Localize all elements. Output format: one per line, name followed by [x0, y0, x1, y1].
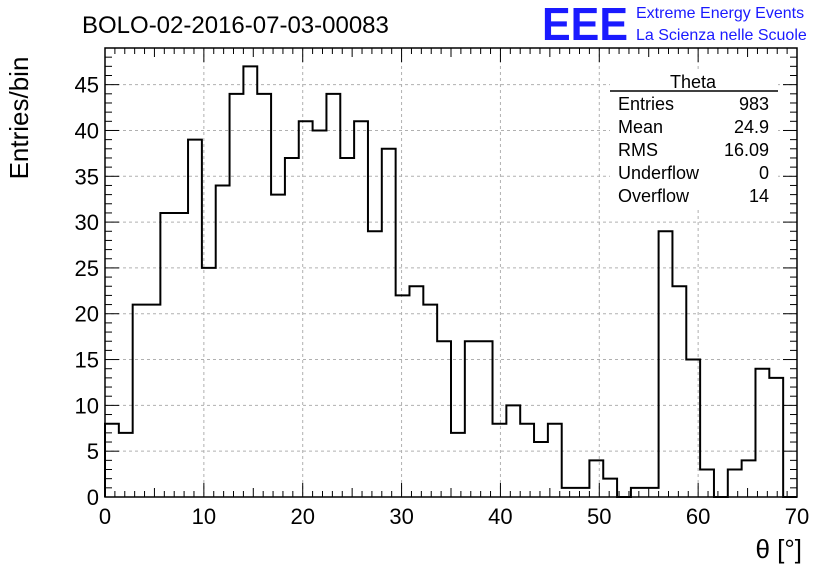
- stats-value-mean: 24.9: [734, 117, 769, 137]
- y-tick-label: 15: [75, 348, 99, 373]
- histogram-bin: [133, 305, 147, 497]
- histogram-bin: [160, 213, 174, 497]
- y-axis-ticks: 0 5 10 15 20 25 30 35 40 45: [75, 47, 797, 510]
- x-axis-label: θ [°]: [755, 534, 802, 564]
- histogram-bin: [686, 360, 700, 497]
- histogram-bin: [451, 433, 465, 497]
- stats-box: Theta Entries 983 Mean 24.9 RMS 16.09 Un…: [610, 72, 778, 210]
- histogram: [104, 65, 797, 498]
- y-tick-label: 5: [87, 439, 99, 464]
- stats-label-entries: Entries: [618, 94, 674, 114]
- histogram-bin: [465, 341, 479, 497]
- histogram-bin: [672, 286, 686, 497]
- histogram-bin: [576, 488, 590, 497]
- stats-label-overflow: Overflow: [618, 186, 690, 206]
- eee-logo: EEE: [542, 0, 628, 50]
- histogram-bin: [479, 341, 493, 497]
- histogram-bin: [755, 369, 769, 497]
- x-axis-ticks: 0 10 20 30 40 50 60 70: [99, 48, 809, 529]
- histogram-bin: [354, 121, 368, 497]
- histogram-bin: [313, 130, 327, 497]
- histogram-bin: [382, 149, 396, 497]
- histogram-bin: [299, 121, 313, 497]
- y-tick-label: 45: [75, 73, 99, 98]
- plot-title: BOLO-02-2016-07-03-00083: [82, 12, 389, 39]
- histogram-bin: [230, 94, 244, 497]
- histogram-bin: [700, 470, 714, 497]
- histogram-bin: [174, 213, 188, 497]
- x-tick-label: 0: [99, 504, 111, 529]
- histogram-bin: [603, 479, 617, 497]
- histogram-bin: [326, 94, 340, 497]
- histogram-bin: [188, 140, 202, 497]
- stats-title: Theta: [670, 72, 717, 92]
- histogram-bin: [202, 268, 216, 497]
- y-tick-label: 20: [75, 302, 99, 327]
- histogram-bin: [645, 488, 659, 497]
- logo-line-2: La Scienza nelle Scuole: [636, 27, 807, 44]
- histogram-bin: [423, 305, 437, 497]
- x-tick-label: 50: [587, 504, 611, 529]
- histogram-bin: [769, 378, 783, 497]
- x-tick-label: 20: [290, 504, 314, 529]
- y-tick-label: 10: [75, 393, 99, 418]
- histogram-bin: [742, 460, 756, 497]
- histogram-bin: [493, 424, 507, 497]
- y-tick-label: 25: [75, 256, 99, 281]
- y-tick-label: 30: [75, 210, 99, 235]
- histogram-bin: [437, 341, 451, 497]
- y-tick-label: 0: [87, 485, 99, 510]
- histogram-outline: [104, 65, 797, 498]
- y-axis-label: Entries/bin: [4, 57, 34, 180]
- histogram-bin: [409, 286, 423, 497]
- stats-value-overflow: 14: [749, 186, 769, 206]
- histogram-bin: [659, 231, 673, 497]
- histogram-bin: [396, 295, 410, 497]
- histogram-bin: [534, 442, 548, 497]
- histogram-bin: [548, 424, 562, 497]
- stats-label-underflow: Underflow: [618, 163, 700, 183]
- histogram-bin: [562, 488, 576, 497]
- histogram-bin: [119, 433, 133, 497]
- histogram-bin: [216, 185, 230, 497]
- histogram-bin: [368, 231, 382, 497]
- x-tick-label: 30: [389, 504, 413, 529]
- histogram-bin: [506, 405, 520, 497]
- histogram-bin: [340, 158, 354, 497]
- stats-value-rms: 16.09: [724, 140, 769, 160]
- histogram-bin: [589, 460, 603, 497]
- x-tick-label: 70: [785, 504, 809, 529]
- stats-box-background: [610, 72, 778, 210]
- stats-value-entries: 983: [739, 94, 769, 114]
- stats-value-underflow: 0: [759, 163, 769, 183]
- histogram-bin: [257, 94, 271, 497]
- histogram-bin: [520, 424, 534, 497]
- x-tick-label: 40: [488, 504, 512, 529]
- x-tick-label: 60: [686, 504, 710, 529]
- histogram-bin: [147, 305, 161, 497]
- logo-line-1: Extreme Energy Events: [636, 5, 804, 22]
- stats-label-mean: Mean: [618, 117, 663, 137]
- histogram-bin: [243, 66, 257, 497]
- y-tick-label: 35: [75, 164, 99, 189]
- histogram-bin: [631, 488, 645, 497]
- histogram-bin: [728, 470, 742, 497]
- histogram-bin: [285, 158, 299, 497]
- y-tick-label: 40: [75, 118, 99, 143]
- x-tick-label: 10: [192, 504, 216, 529]
- stats-label-rms: RMS: [618, 140, 658, 160]
- histogram-bin: [271, 195, 285, 497]
